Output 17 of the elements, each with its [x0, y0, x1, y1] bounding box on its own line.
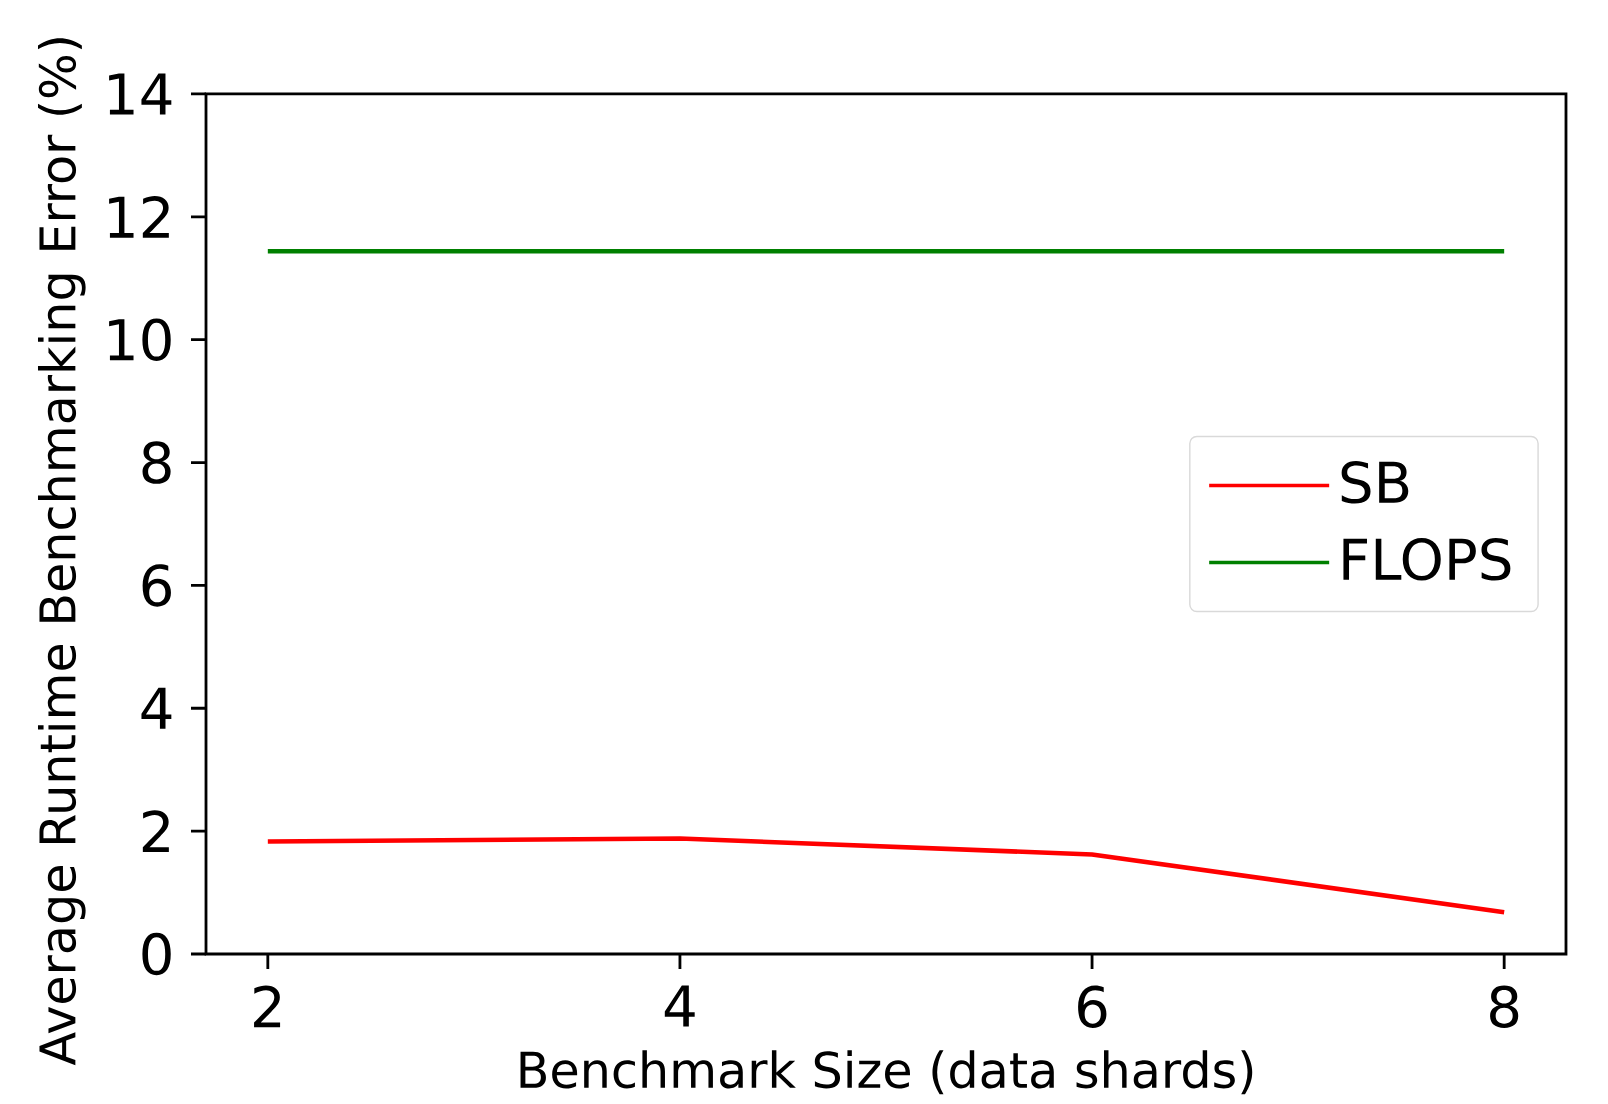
y-tick-label: 8	[142, 441, 171, 484]
x-tick-label: 6	[1078, 985, 1107, 1029]
y-tick-label: 14	[109, 73, 172, 115]
x-tick-label: 8	[1490, 985, 1519, 1029]
y-tick-label: 4	[141, 687, 172, 729]
x-tick-label: 2	[254, 985, 281, 1028]
y-tick-label: 0	[142, 932, 171, 976]
y-tick-label: 2	[142, 810, 169, 852]
legend-label: FLOPS	[1343, 538, 1511, 581]
y-tick-label: 6	[142, 564, 171, 607]
line-series	[265, 836, 1507, 915]
x-tick-label: 4	[664, 985, 695, 1027]
y-tick-label: 12	[109, 195, 169, 238]
y-axis-title: Average Runtime Benchmarking Error (%)	[37, 38, 86, 1066]
x-axis-title: Benchmark Size (data shards)	[520, 1050, 1253, 1095]
y-tick-label: 10	[109, 318, 171, 361]
legend-label: SB	[1341, 461, 1409, 504]
